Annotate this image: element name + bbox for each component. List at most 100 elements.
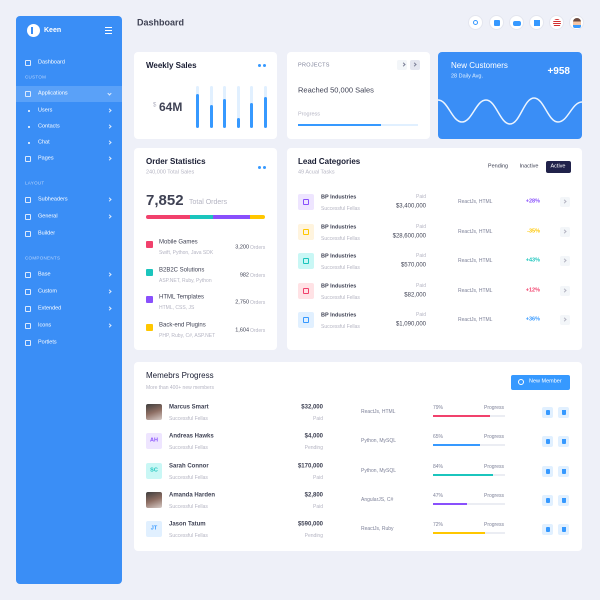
card-subtitle: 49 Acual Tasks xyxy=(298,169,335,176)
item-tags: PHP, Ruby, C#, ASP.NET xyxy=(159,333,216,340)
progress-label: Progress xyxy=(483,434,504,441)
menu-icon xyxy=(25,323,31,329)
row-arrow-button[interactable] xyxy=(560,285,570,296)
progress-bar xyxy=(433,444,480,447)
payment-status: Paid xyxy=(415,282,426,289)
payment-status: Pending xyxy=(304,445,323,452)
new-member-button[interactable] xyxy=(511,375,570,390)
tab[interactable]: Pending xyxy=(487,163,509,170)
menu-item[interactable]: General xyxy=(38,213,58,220)
submenu-item[interactable]: Chat xyxy=(38,139,50,146)
card-title: Weekly Sales xyxy=(146,61,197,71)
row-arrow-button[interactable] xyxy=(560,226,570,237)
menu-icon xyxy=(25,214,31,220)
submenu-dot xyxy=(28,110,30,112)
company-name: BP Industries xyxy=(321,224,357,231)
tags: AngularJS, C# xyxy=(361,496,394,503)
avatar-initials: SC xyxy=(150,467,158,474)
progress-bar xyxy=(433,415,490,417)
icon-button[interactable] xyxy=(468,15,483,30)
bar xyxy=(250,102,254,128)
item-tags: HTML, CSS, JS xyxy=(159,305,195,312)
company-sub: Successful Fellas xyxy=(321,206,360,212)
menu-item[interactable]: Portlets xyxy=(38,339,57,346)
menu-item[interactable]: Icons xyxy=(38,322,52,329)
card-title: Memebrs Progress xyxy=(146,371,214,381)
segment-bar xyxy=(213,215,250,219)
row-arrow-button[interactable] xyxy=(560,315,570,325)
dots[interactable] xyxy=(258,166,261,169)
color-square xyxy=(146,324,153,332)
avatar-photo xyxy=(146,491,162,508)
icon-button[interactable] xyxy=(529,15,544,30)
company-sub: Successful Fellas xyxy=(321,324,360,330)
menu-item[interactable]: Applications xyxy=(38,90,68,97)
total-orders: 7,852 xyxy=(146,192,184,209)
payment-status: Paid xyxy=(312,474,323,481)
progress-label: Progress xyxy=(298,111,321,118)
button-glyph xyxy=(561,468,566,474)
company-name: BP Industries xyxy=(321,312,357,319)
menu-icon xyxy=(25,289,31,295)
avatar-initials: AH xyxy=(150,438,158,444)
order-count: 2,750 xyxy=(235,300,249,307)
tab-active-bg[interactable] xyxy=(546,161,571,173)
section-label: COMPONENTS xyxy=(25,255,61,261)
avatar xyxy=(146,462,162,479)
menu-item[interactable]: Pages xyxy=(38,155,54,162)
member-sub: Successful Fellas xyxy=(169,416,208,422)
submenu-item[interactable]: Users xyxy=(38,107,53,114)
card xyxy=(134,52,277,139)
tags: Python, MySQL xyxy=(361,467,397,474)
icon-button[interactable] xyxy=(509,15,524,30)
payment-status: Paid xyxy=(312,416,323,422)
row-icon xyxy=(298,194,314,210)
item-tags: Swift, Python, Java SDK xyxy=(159,250,214,256)
amount: $590,000 xyxy=(297,521,323,528)
stat-value: +958 xyxy=(547,66,570,77)
menu-icon xyxy=(25,231,31,237)
tags: ReactJs, HTML xyxy=(458,199,493,205)
menu-icon xyxy=(25,306,31,312)
button-glyph xyxy=(561,527,566,533)
user-avatar[interactable] xyxy=(569,15,584,30)
order-unit: Orders xyxy=(250,245,266,251)
progress-label: Progress xyxy=(483,463,504,470)
flag-button[interactable] xyxy=(549,15,564,30)
brand-name: Keen xyxy=(44,26,62,34)
change: +28% xyxy=(525,198,540,205)
amount: $1,090,000 xyxy=(395,321,426,328)
menu-item[interactable]: Custom xyxy=(38,288,57,295)
menu-item[interactable]: Subheaders xyxy=(38,196,68,203)
bar xyxy=(223,98,227,128)
color-square xyxy=(146,268,153,276)
row-arrow-button[interactable] xyxy=(560,256,570,266)
nav-button[interactable] xyxy=(397,60,407,70)
submenu-item[interactable]: Contacts xyxy=(38,123,60,130)
progress-bar xyxy=(433,532,485,535)
button-glyph xyxy=(545,439,550,445)
progress-percent: 47% xyxy=(433,492,444,499)
menu-icon xyxy=(25,60,31,66)
nav-button[interactable] xyxy=(410,60,420,70)
change: -35% xyxy=(527,228,540,235)
tab[interactable]: Inactive xyxy=(519,163,539,170)
row-arrow-button[interactable] xyxy=(560,197,570,207)
button-icon xyxy=(518,379,524,385)
bar xyxy=(209,104,213,128)
icon xyxy=(494,20,500,26)
card xyxy=(438,52,582,139)
button-glyph xyxy=(561,439,566,445)
payment-status: Paid xyxy=(312,503,323,510)
menu-item[interactable]: Base xyxy=(38,271,51,278)
icon-button[interactable] xyxy=(489,15,504,30)
avatar-photo xyxy=(146,404,162,420)
member-name: Sarah Connor xyxy=(169,463,209,469)
button-glyph xyxy=(545,497,550,503)
dots[interactable] xyxy=(258,64,261,67)
menu-item[interactable]: Extended xyxy=(38,305,62,312)
menu-item[interactable]: Builder xyxy=(38,230,56,237)
tab[interactable]: Active xyxy=(550,163,566,170)
menu-item[interactable]: Dashboard xyxy=(38,59,65,66)
hamburger-line xyxy=(105,33,112,34)
